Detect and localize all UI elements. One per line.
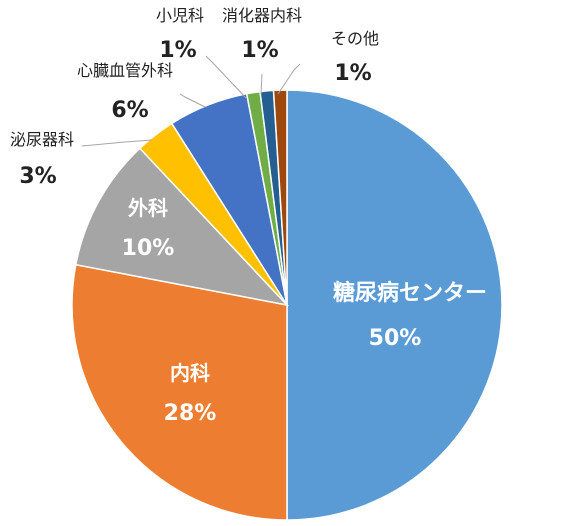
- leader-line-urology: [81, 139, 153, 147]
- leader-line-cardiovascular-surgery: [179, 93, 206, 108]
- slice-diabetes-center: [286, 89, 503, 521]
- percent-other: 1%: [334, 61, 371, 86]
- label-cardiovascular-surgery: 心臓血管外科: [77, 61, 173, 80]
- label-urology: 泌尿器科: [10, 130, 74, 149]
- label-diabetes-center: 糖尿病センター: [333, 280, 487, 306]
- slice-labels: 糖尿病センター 50% 内科 28% 外科 10% 泌尿器科 3% 心臓血管外科 6% 小児科 1% 消…: [10, 6, 487, 426]
- leader-lines: [81, 55, 301, 147]
- percent-pediatrics: 1%: [159, 38, 196, 63]
- slice-surgery: [74, 147, 290, 307]
- label-other: その他: [331, 29, 379, 48]
- percent-diabetes-center: 50%: [369, 326, 422, 351]
- percent-gastroenterology: 1%: [241, 38, 278, 63]
- leader-line-gastroenterology: [260, 73, 263, 95]
- label-surgery: 外科: [128, 196, 168, 220]
- leader-line-other: [277, 63, 301, 95]
- label-internal-medicine: 内科: [170, 361, 210, 385]
- leader-line-pediatrics: [205, 55, 247, 99]
- percent-surgery: 10%: [122, 236, 175, 261]
- slice-internal-medicine: [71, 263, 288, 521]
- label-pediatrics: 小児科: [156, 6, 204, 25]
- pie-slices: [71, 89, 503, 521]
- label-gastroenterology: 消化器内科: [222, 6, 302, 25]
- percent-cardiovascular-surgery: 6%: [111, 98, 148, 123]
- percent-urology: 3%: [19, 164, 56, 189]
- percent-internal-medicine: 28%: [164, 401, 217, 426]
